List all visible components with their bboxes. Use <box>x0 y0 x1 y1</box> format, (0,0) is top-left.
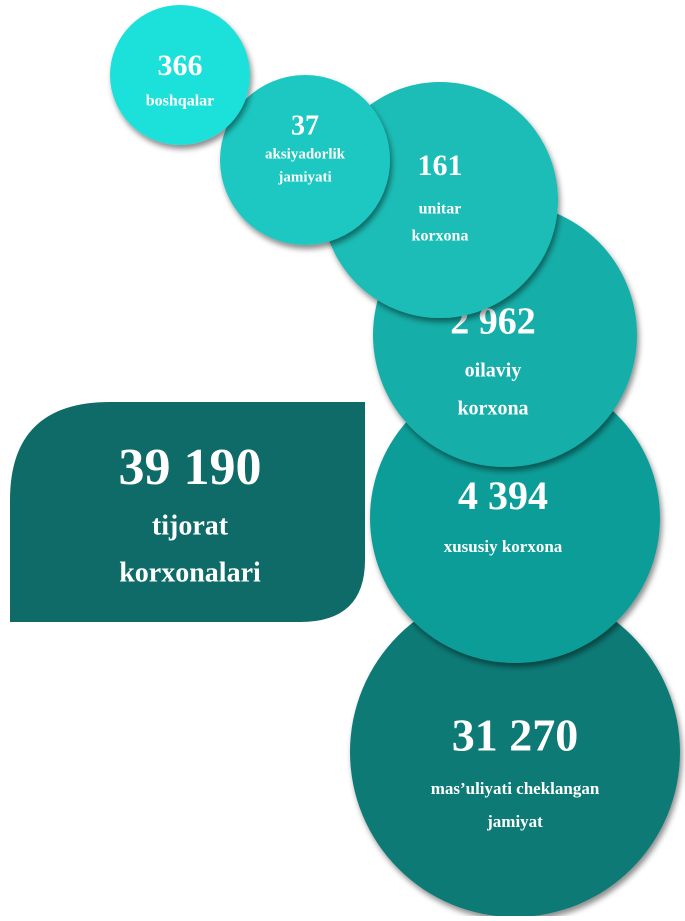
circle-item: 366 boshqalar <box>110 5 250 145</box>
circle-item: 31 270 mas’uliyati cheklangan jamiyat <box>350 587 680 917</box>
total-box <box>10 402 365 622</box>
item-label: korxona <box>457 398 528 420</box>
circle <box>110 5 250 145</box>
total-value: 39 190 <box>119 439 262 496</box>
item-label: jamiyat <box>486 812 543 831</box>
item-value: 366 <box>158 49 203 82</box>
circles: 31 270 mas’uliyati cheklangan jamiyat 4 394… <box>110 5 680 917</box>
item-label: xususiy korxona <box>444 537 563 556</box>
item-label: korxona <box>412 228 469 245</box>
item-label: unitar <box>419 201 462 218</box>
total-label: korxonalari <box>119 557 261 588</box>
item-label: boshqalar <box>146 93 214 110</box>
item-value: 4 394 <box>458 473 548 518</box>
item-value: 161 <box>418 149 463 182</box>
item-label: mas’uliyati cheklangan <box>431 779 600 798</box>
item-value: 37 <box>291 110 319 141</box>
item-label: oilaviy <box>465 360 522 382</box>
item-value: 31 270 <box>452 710 579 761</box>
item-label: jamiyati <box>277 169 331 185</box>
total-label: tijorat <box>152 510 229 541</box>
item-label: aksiyadorlik <box>265 146 346 162</box>
circle <box>350 587 680 917</box>
circle <box>220 75 390 245</box>
circle-item: 37 aksiyadorlik jamiyati <box>220 75 390 245</box>
